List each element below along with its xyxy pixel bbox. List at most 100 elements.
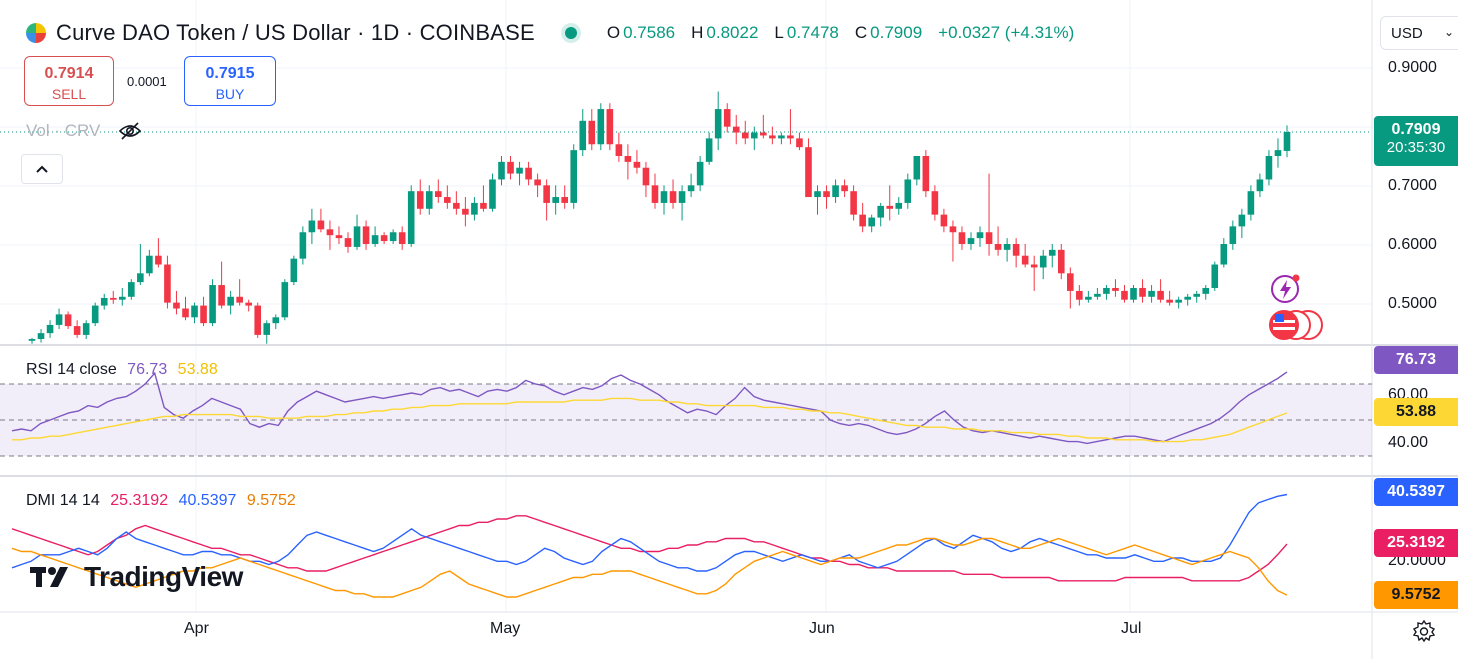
candle-body (1021, 255, 1029, 265)
candle-body (380, 235, 388, 242)
rsi-ma-line (12, 397, 1288, 443)
candle-body (922, 155, 930, 192)
candle-body (100, 297, 108, 306)
dmi-label: DMI 14 14 (26, 492, 100, 509)
candle-body (985, 232, 993, 244)
close-key: C (854, 23, 868, 42)
candle-body (525, 167, 532, 180)
buy-button[interactable]: 0.7915 BUY (184, 56, 276, 106)
curve-logo-icon (26, 23, 46, 43)
candle-body (1202, 287, 1210, 294)
candle-body (805, 147, 812, 198)
candle-body (1139, 287, 1146, 297)
candle-body (588, 120, 596, 145)
us-economic-events-icon[interactable] (1268, 308, 1324, 342)
candle-body (895, 202, 903, 209)
candle-body (624, 155, 632, 162)
candle-body (859, 214, 866, 227)
candle-body (209, 285, 216, 324)
dmi-plus-value: 40.5397 (178, 492, 237, 509)
candle-body (886, 205, 894, 209)
candle-body (118, 296, 126, 300)
candle-body (787, 135, 794, 139)
candle-body (669, 191, 677, 203)
dmi-minus-value: 25.3192 (110, 492, 169, 509)
change-value: +0.0327 (+4.31%) (938, 23, 1075, 42)
currency-select[interactable]: USD ⌄ (1380, 16, 1458, 50)
candle-body (444, 197, 451, 203)
tradingview-logo[interactable]: TradingView (30, 561, 243, 593)
ohlc-values: O 0.7586 H 0.8022 L 0.7478 C 0.7909 +0.0327 … (607, 23, 1088, 43)
candle-body (994, 243, 1002, 250)
eye-hidden-icon[interactable] (118, 121, 142, 141)
candle-body (471, 202, 478, 215)
last-price: 0.7909 (1391, 121, 1441, 138)
currency-label: USD (1391, 25, 1423, 42)
candle-body (1003, 243, 1011, 250)
collapse-legend-button[interactable] (21, 154, 63, 184)
candle-body (299, 232, 307, 259)
candle-body (606, 109, 614, 145)
candle-body (425, 191, 433, 209)
x-axis-label: May (490, 620, 521, 637)
candle-body (1148, 290, 1155, 297)
candle-body (1211, 264, 1219, 288)
price-tick: 0.9000 (1388, 59, 1437, 76)
candle-body (236, 296, 243, 303)
candle-body (272, 317, 280, 324)
candle-body (579, 120, 587, 151)
price-tick: 0.5000 (1388, 295, 1437, 312)
candle-body (633, 161, 641, 168)
candle-body (317, 220, 325, 230)
candle-body (46, 324, 54, 334)
candle-body (353, 226, 361, 247)
candle-body (534, 179, 541, 186)
candle-body (850, 191, 857, 215)
candle-body (462, 208, 469, 215)
candle-body (1238, 214, 1246, 227)
rsi-value-badge: 76.73 (1374, 346, 1458, 374)
rsi-line (11, 371, 1288, 445)
candle-body (931, 191, 939, 215)
candle-body (832, 185, 839, 198)
candle-body (218, 285, 225, 306)
candle-body (1283, 131, 1291, 151)
candle-body (37, 333, 45, 340)
event-flash-icon[interactable] (1270, 273, 1302, 305)
tradingview-logo-icon (30, 567, 68, 587)
high-key: H (691, 23, 704, 42)
dmi-plus-badge: 40.5397 (1374, 478, 1458, 506)
candle-body (263, 323, 271, 335)
candle-body (516, 167, 523, 174)
candle-body (1184, 296, 1191, 300)
candle-body (1076, 290, 1083, 300)
candle-body (82, 323, 90, 335)
candle-body (1057, 249, 1065, 274)
candle-body (1121, 290, 1128, 300)
dmi-adx-badge: 9.5752 (1374, 581, 1458, 609)
candle-body (1256, 179, 1264, 192)
candle-body (1085, 296, 1092, 300)
candle-body (1265, 155, 1273, 180)
candle-body (741, 132, 749, 139)
candle-body (398, 232, 406, 244)
candle-body (28, 339, 36, 341)
symbol-title[interactable]: Curve DAO Token / US Dollar · 1D · COINB… (56, 20, 535, 45)
candle-body (1130, 287, 1137, 300)
rsi-value: 76.73 (127, 361, 168, 378)
candle-body (823, 191, 830, 198)
candle-body (434, 191, 442, 198)
candle-body (1048, 249, 1056, 256)
dmi-legend[interactable]: DMI 14 14 25.3192 40.5397 9.5752 (26, 492, 296, 510)
volume-indicator-label[interactable]: Vol · CRV (26, 121, 101, 140)
sell-button[interactable]: 0.7914 SELL (24, 56, 114, 106)
last-price-badge: 0.7909 20:35:30 (1374, 116, 1458, 166)
candle-body (245, 302, 252, 306)
gear-icon[interactable] (1412, 619, 1436, 643)
candle-body (868, 217, 875, 227)
rsi-legend[interactable]: RSI 14 close 76.73 53.88 (26, 361, 218, 379)
candle-body (976, 232, 984, 239)
buy-price: 0.7915 (205, 65, 255, 82)
candle-body (453, 202, 460, 209)
